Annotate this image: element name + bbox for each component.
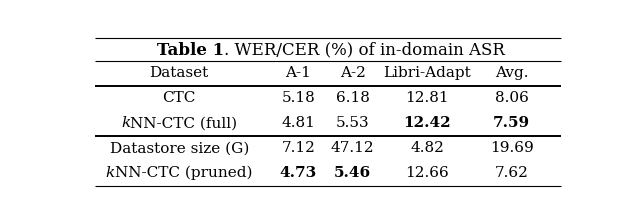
- Text: k: k: [106, 166, 115, 180]
- Text: 12.66: 12.66: [405, 166, 449, 180]
- Text: 7.62: 7.62: [495, 166, 529, 180]
- Text: 5.53: 5.53: [336, 116, 370, 130]
- Text: 7.59: 7.59: [493, 116, 530, 130]
- Text: NN-CTC (full): NN-CTC (full): [131, 116, 237, 130]
- Text: 7.12: 7.12: [282, 141, 315, 155]
- Text: 4.73: 4.73: [280, 166, 317, 180]
- Text: 47.12: 47.12: [331, 141, 374, 155]
- Text: 5.46: 5.46: [334, 166, 371, 180]
- Text: Datastore size (G): Datastore size (G): [109, 141, 249, 155]
- Text: 12.81: 12.81: [405, 91, 449, 105]
- Text: 12.42: 12.42: [403, 116, 451, 130]
- Text: 4.82: 4.82: [410, 141, 444, 155]
- Text: 6.18: 6.18: [336, 91, 370, 105]
- Text: k: k: [121, 116, 131, 130]
- Text: 8.06: 8.06: [495, 91, 529, 105]
- Text: 5.18: 5.18: [282, 91, 315, 105]
- Text: . WER/CER (%) of in-domain ASR: . WER/CER (%) of in-domain ASR: [224, 41, 505, 59]
- Text: NN-CTC (pruned): NN-CTC (pruned): [115, 166, 253, 180]
- Text: Avg.: Avg.: [495, 66, 528, 80]
- Text: A-2: A-2: [340, 66, 365, 80]
- Text: CTC: CTC: [163, 91, 196, 105]
- Text: Dataset: Dataset: [150, 66, 209, 80]
- Text: 4.81: 4.81: [282, 116, 315, 130]
- Text: 19.69: 19.69: [490, 141, 533, 155]
- Text: A-1: A-1: [285, 66, 311, 80]
- Text: Libri-Adapt: Libri-Adapt: [383, 66, 471, 80]
- Text: Table 1: Table 1: [157, 41, 224, 59]
